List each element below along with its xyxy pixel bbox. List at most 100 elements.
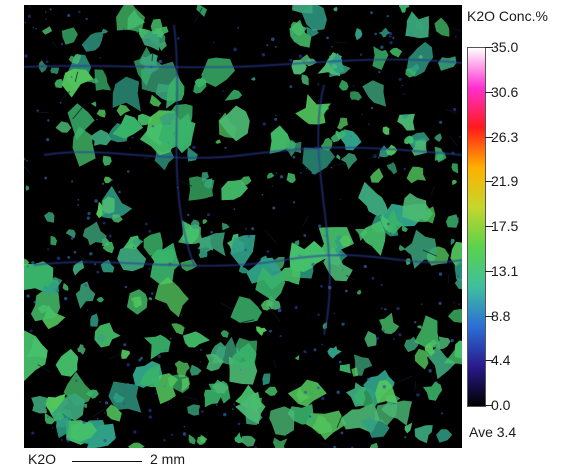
low-k-speckle xyxy=(383,129,386,132)
k-rich-grain xyxy=(295,94,331,125)
low-k-speckle xyxy=(333,445,337,448)
low-k-speckle xyxy=(82,420,86,424)
low-k-speckle xyxy=(47,119,50,122)
low-k-speckle xyxy=(298,254,302,258)
fracture-line xyxy=(302,215,309,226)
k-rich-grain xyxy=(379,312,400,335)
k-rich-grain xyxy=(89,129,112,146)
low-k-speckle xyxy=(435,381,437,383)
k-rich-grain xyxy=(182,331,210,348)
k-rich-grain xyxy=(188,434,196,445)
low-k-speckle xyxy=(393,402,395,405)
low-k-speckle xyxy=(32,26,35,29)
low-k-speckle xyxy=(158,59,163,64)
low-k-speckle xyxy=(388,35,392,38)
k-rich-grain xyxy=(30,287,61,322)
low-k-speckle xyxy=(292,201,296,204)
low-k-speckle xyxy=(378,70,381,74)
k-rich-grain xyxy=(150,249,176,265)
k-rich-grain xyxy=(230,296,262,324)
low-k-speckle xyxy=(70,75,73,78)
low-k-speckle xyxy=(298,54,303,58)
low-k-speckle xyxy=(303,350,307,353)
k-rich-grain xyxy=(24,258,30,266)
k-rich-grain xyxy=(75,281,96,309)
colorbar-tick-label: 21.9 xyxy=(491,173,519,190)
k-rich-grain xyxy=(336,154,341,160)
low-k-speckle xyxy=(323,234,327,237)
low-k-speckle xyxy=(238,349,240,352)
k-rich-grain xyxy=(330,133,342,143)
low-k-speckle xyxy=(330,166,333,169)
k-rich-grain xyxy=(112,214,123,223)
k-rich-grain xyxy=(139,364,161,388)
low-k-speckle xyxy=(386,222,390,226)
low-k-speckle xyxy=(331,46,334,48)
k-rich-grain xyxy=(222,222,230,231)
k-rich-grain xyxy=(67,103,95,141)
low-k-speckle xyxy=(278,308,282,312)
k-rich-grain xyxy=(451,179,458,186)
k-rich-grain xyxy=(294,354,300,361)
low-k-speckle xyxy=(233,403,236,406)
k-rich-grain xyxy=(102,155,112,166)
low-k-speckle xyxy=(313,348,317,352)
k-rich-grain xyxy=(401,226,408,232)
k-rich-grain xyxy=(250,77,256,81)
low-k-speckle xyxy=(67,440,70,443)
k-rich-grain xyxy=(444,345,462,365)
low-k-speckle xyxy=(393,338,395,340)
low-k-speckle xyxy=(126,170,130,173)
k-rich-grain xyxy=(103,176,113,184)
low-k-speckle xyxy=(181,314,183,316)
low-k-speckle xyxy=(108,234,112,238)
k-rich-grain xyxy=(414,315,440,348)
low-k-speckle xyxy=(70,237,74,240)
low-k-speckle xyxy=(73,250,77,254)
fracture-line xyxy=(57,91,71,105)
low-k-speckle xyxy=(26,159,29,162)
low-k-speckle xyxy=(380,283,383,286)
low-k-speckle xyxy=(75,379,78,383)
k-rich-grain xyxy=(149,94,162,107)
k-rich-grain xyxy=(174,360,190,378)
fracture-line xyxy=(449,135,458,147)
low-k-speckle xyxy=(219,112,221,115)
low-k-speckle xyxy=(398,333,402,337)
k-rich-grain xyxy=(273,437,288,448)
k-rich-grain xyxy=(232,342,257,368)
k-rich-grain xyxy=(434,17,450,37)
k-rich-grain xyxy=(364,331,377,347)
k2o-concentration-map xyxy=(24,5,462,448)
low-k-speckle xyxy=(404,436,407,439)
low-k-speckle xyxy=(157,354,161,359)
low-k-speckle xyxy=(233,47,237,52)
k-rich-grain xyxy=(101,28,109,34)
k-rich-grain xyxy=(56,393,85,421)
fracture-line xyxy=(264,229,278,245)
k-rich-grain xyxy=(116,5,145,33)
low-k-speckle xyxy=(99,57,102,59)
k-rich-grain xyxy=(262,373,271,386)
fracture-line xyxy=(93,408,105,418)
fracture-line xyxy=(51,41,58,48)
k-rich-grain xyxy=(230,234,256,269)
k-rich-grain xyxy=(327,345,342,359)
low-k-speckle xyxy=(26,294,30,298)
k-rich-grain xyxy=(31,396,48,414)
k-rich-grain xyxy=(241,435,256,447)
colorbar-tick-mark xyxy=(485,91,493,93)
k-rich-grain xyxy=(280,267,301,285)
low-k-speckle xyxy=(367,186,369,188)
k-rich-grain xyxy=(350,91,362,101)
low-k-speckle xyxy=(223,412,227,417)
k-rich-grain xyxy=(128,442,145,448)
low-k-speckle xyxy=(358,139,361,142)
k-rich-grain xyxy=(102,196,115,214)
low-k-speckle xyxy=(403,167,406,171)
k-rich-grain xyxy=(397,113,415,131)
k-rich-grain xyxy=(113,392,125,403)
fracture-line xyxy=(430,186,435,196)
low-k-speckle xyxy=(271,185,273,187)
low-k-speckle xyxy=(138,358,142,362)
